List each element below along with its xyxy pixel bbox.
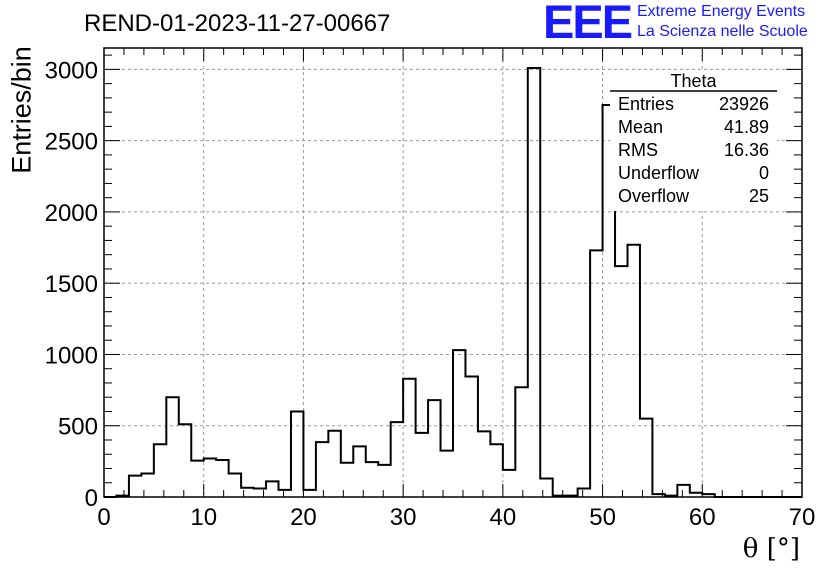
y-tick-label: 1000 — [45, 342, 98, 369]
histogram-bin — [640, 419, 652, 497]
eee-logo: EEE — [543, 0, 633, 48]
y-axis-label: Entries/bin — [6, 46, 37, 174]
y-tick-label: 500 — [58, 414, 98, 441]
histogram-bin — [615, 266, 627, 497]
histogram-bin — [254, 488, 266, 497]
histogram-bin — [166, 397, 178, 497]
histogram-bin — [241, 488, 253, 497]
histogram-bin — [129, 476, 141, 497]
histogram-bin — [141, 473, 153, 497]
histogram-bin — [540, 478, 552, 497]
histogram-bin — [279, 490, 291, 497]
histogram-bin — [515, 387, 527, 497]
stats-row-label: Entries — [618, 94, 674, 114]
histogram-bin — [291, 411, 303, 497]
stats-row-value: 23926 — [719, 94, 769, 114]
histogram-bin — [216, 460, 228, 497]
histogram-bin — [453, 350, 465, 497]
stats-row-label: Underflow — [618, 163, 700, 183]
x-tick-label: 40 — [490, 504, 517, 531]
stats-row-value: 16.36 — [724, 140, 769, 160]
stats-row-label: RMS — [618, 140, 658, 160]
histogram-bin — [465, 377, 477, 497]
x-tick-label: 10 — [190, 504, 217, 531]
histogram-bin — [490, 444, 502, 497]
plot-frame — [103, 47, 803, 498]
axis-ticks — [103, 48, 803, 498]
histogram-bin — [590, 250, 602, 497]
y-tick-label: 3000 — [45, 57, 98, 84]
y-tick-label: 2500 — [45, 129, 98, 156]
histogram-bin — [416, 433, 428, 497]
histogram-bin — [428, 400, 440, 497]
x-tick-label: 60 — [689, 504, 716, 531]
histogram-outline — [104, 66, 802, 498]
histogram-bin — [191, 461, 203, 497]
stats-row-value: 41.89 — [724, 117, 769, 137]
stats-row-value: 0 — [759, 163, 769, 183]
histogram-bin — [503, 470, 515, 497]
histogram-bin — [366, 462, 378, 497]
histogram-bin — [628, 245, 640, 497]
stats-box-background — [610, 71, 777, 211]
x-tick-label: 0 — [97, 504, 110, 531]
y-tick-label: 1500 — [45, 271, 98, 298]
eee-caption-line1: Extreme Energy Events — [637, 3, 806, 20]
histogram-bin — [204, 459, 216, 497]
histogram-bin — [303, 490, 315, 497]
histogram-bin — [328, 431, 340, 497]
x-axis-label: θ [°] — [742, 534, 800, 564]
histogram-bin — [229, 473, 241, 497]
histogram-bin — [677, 485, 689, 497]
stats-box: Theta Entries 23926 Mean 41.89 RMS 16.36 Underf… — [610, 71, 777, 211]
x-tick-label: 70 — [789, 504, 816, 531]
tick-labels: 0 10 20 30 40 50 60 70 0 500 1000 1500 2000 2500 3000 — [45, 57, 816, 531]
histogram-bin — [353, 446, 365, 497]
chart-title: REND-01-2023-11-27-00667 — [84, 10, 391, 37]
histogram-bin — [403, 379, 415, 497]
histogram-bin — [154, 444, 166, 497]
histogram-bin — [441, 451, 453, 497]
histogram-bin — [378, 465, 390, 497]
histogram-bin — [578, 488, 590, 497]
stats-row-label: Mean — [618, 117, 663, 137]
histogram-bin — [341, 463, 353, 497]
histogram-bin — [528, 68, 540, 497]
eee-caption-line2: La Scienza nelle Scuole — [637, 23, 808, 40]
x-tick-label: 50 — [589, 504, 616, 531]
stats-row-label: Overflow — [618, 186, 690, 206]
histogram-bin — [266, 481, 278, 497]
eee-caption: Extreme Energy Events La Scienza nelle S… — [637, 2, 808, 42]
x-tick-label: 30 — [390, 504, 417, 531]
x-tick-label: 20 — [290, 504, 317, 531]
histogram-bin — [391, 422, 403, 497]
y-tick-label: 0 — [85, 485, 98, 512]
y-tick-label: 2000 — [45, 200, 98, 227]
histogram-bin — [478, 431, 490, 497]
histogram-bin — [179, 424, 191, 497]
stats-row-value: 25 — [749, 186, 769, 206]
stats-box-title: Theta — [670, 71, 717, 91]
histogram-bin — [316, 442, 328, 497]
